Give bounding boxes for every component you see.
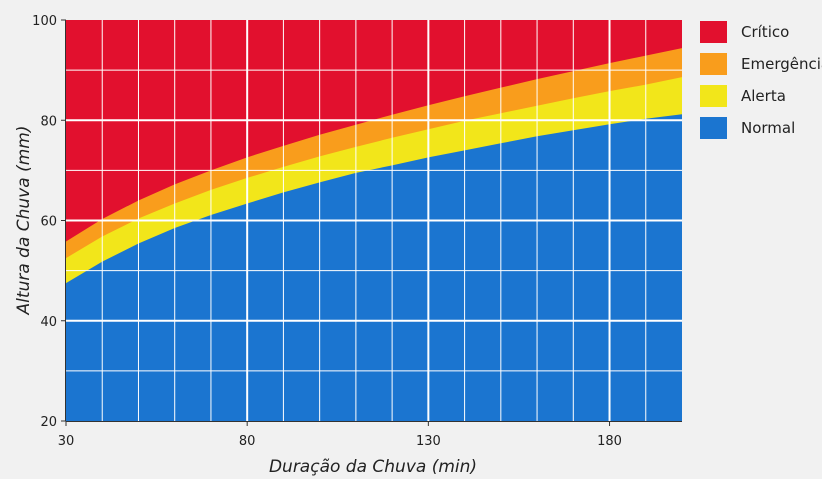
legend: Crítico Emergência Alerta Normal bbox=[700, 21, 822, 139]
legend-label-alerta: Alerta bbox=[741, 87, 786, 105]
legend-label-normal: Normal bbox=[741, 119, 795, 137]
x-tick-label: 180 bbox=[597, 434, 622, 449]
tick-labels: 30 80 130 180 20 40 60 80 100 bbox=[32, 14, 622, 449]
y-tick-label: 80 bbox=[40, 114, 57, 129]
legend-label-emergencia: Emergência bbox=[741, 55, 822, 73]
area-normal bbox=[66, 114, 682, 422]
y-axis-title: Altura da Chuva (mm) bbox=[14, 126, 34, 316]
y-tick-label: 40 bbox=[40, 315, 57, 330]
grid-lines bbox=[66, 20, 682, 421]
x-tick-label: 130 bbox=[416, 434, 441, 449]
y-tick-label: 100 bbox=[32, 14, 57, 29]
legend-swatch-critico bbox=[700, 21, 727, 43]
x-tick-label: 80 bbox=[239, 434, 256, 449]
legend-swatch-normal bbox=[700, 117, 727, 139]
legend-label-critico: Crítico bbox=[741, 23, 789, 41]
y-tick-label: 20 bbox=[40, 415, 57, 430]
legend-swatch-alerta bbox=[700, 85, 727, 107]
x-tick-label: 30 bbox=[58, 434, 75, 449]
y-tick-label: 60 bbox=[40, 215, 57, 230]
legend-swatch-emergencia bbox=[700, 53, 727, 75]
axes bbox=[61, 19, 682, 426]
x-axis-title: Duração da Chuva (min) bbox=[269, 457, 477, 477]
